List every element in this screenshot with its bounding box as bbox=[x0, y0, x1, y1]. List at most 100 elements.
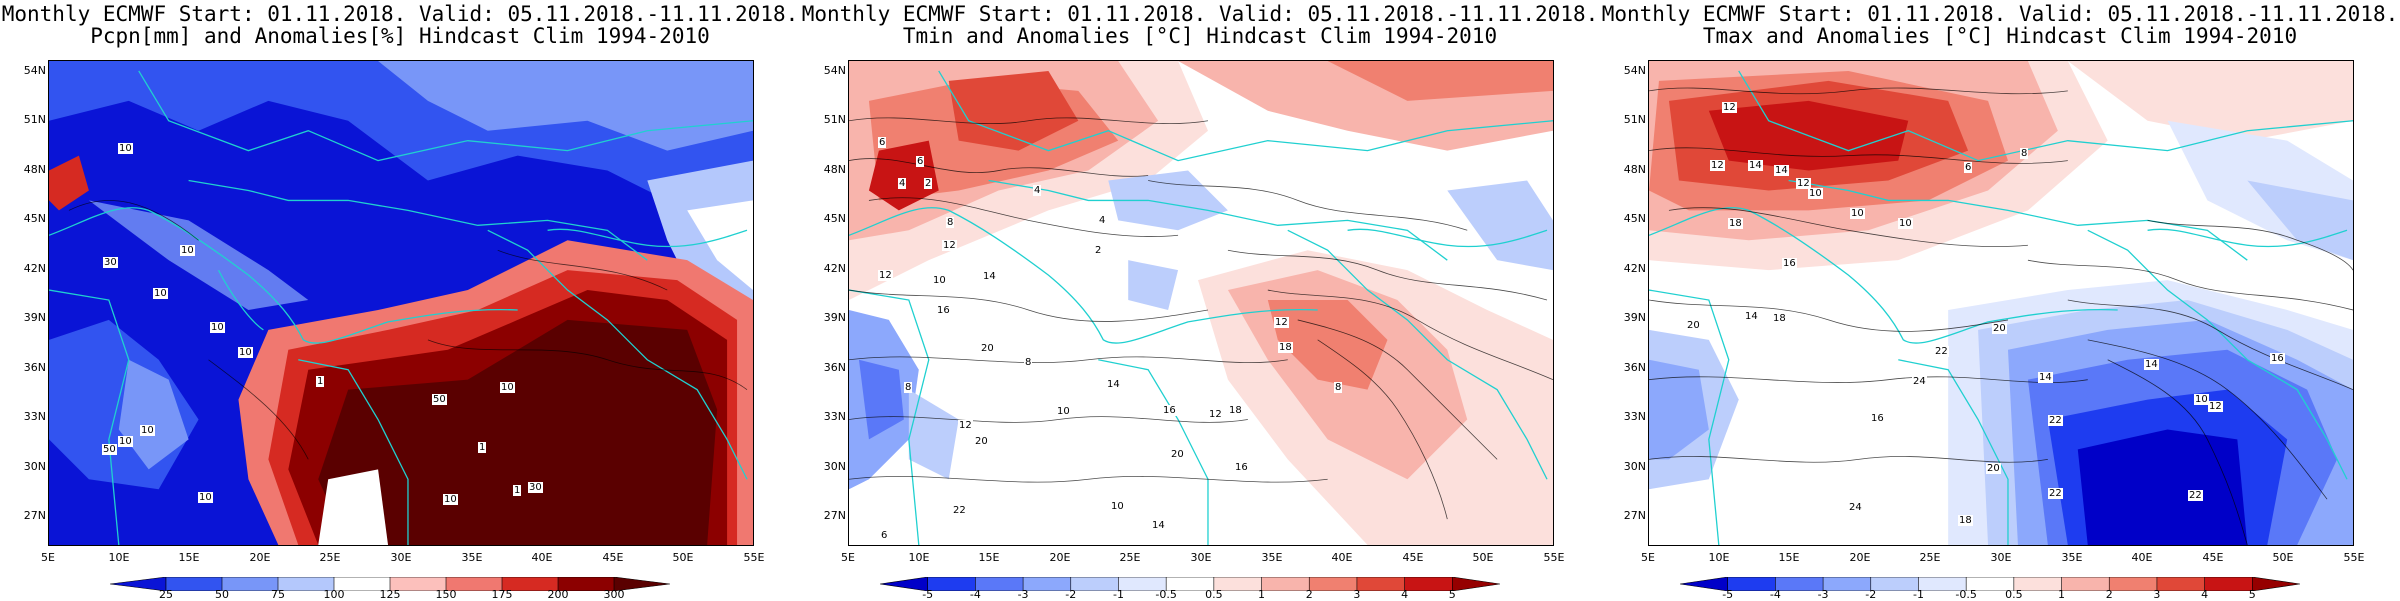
contour-label: 10 bbox=[2194, 394, 2209, 405]
lat-label: 48N bbox=[1623, 163, 1646, 176]
colorbar-arrow-high bbox=[1452, 576, 1501, 592]
colorbar-tick-label: -3 bbox=[1017, 588, 1029, 601]
panel-title-line1: Monthly ECMWF Start: 01.11.2018. Valid: … bbox=[1601, 2, 2399, 26]
contour-label: 14 bbox=[2144, 359, 2159, 370]
lon-label: 30E bbox=[1190, 551, 1212, 564]
colorbar-tick-label: 1 bbox=[1258, 588, 1266, 601]
lon-label: 50E bbox=[2272, 551, 2294, 564]
contour-label: 22 bbox=[2048, 415, 2063, 426]
colorbar-tick-label: 50 bbox=[215, 588, 229, 601]
lon-label: 40E bbox=[2131, 551, 2153, 564]
tmax-anomaly-map bbox=[1648, 60, 2354, 546]
contour-label: 10 bbox=[1898, 218, 1913, 229]
contour-label: 20 bbox=[1992, 323, 2007, 334]
lon-label: 50E bbox=[1472, 551, 1494, 564]
tmax-colorbar bbox=[1679, 576, 2301, 592]
colorbar-tick-label: 3 bbox=[2153, 588, 2161, 601]
lon-label: 35E bbox=[461, 551, 483, 564]
contour-label: 10 bbox=[1110, 501, 1125, 512]
lon-label: 45E bbox=[2202, 551, 2224, 564]
contour-label: 10 bbox=[153, 288, 168, 299]
contour-label: 4 bbox=[1033, 185, 1042, 196]
lat-label: 42N bbox=[823, 262, 846, 275]
lon-label: 55E bbox=[743, 551, 765, 564]
lat-label: 30N bbox=[23, 460, 46, 473]
contour-label: 22 bbox=[2188, 490, 2203, 501]
contour-label: 12 bbox=[958, 420, 973, 431]
colorbar-tick-label: 200 bbox=[547, 588, 569, 601]
colorbar-tick-label: 150 bbox=[435, 588, 457, 601]
contour-label: 12 bbox=[1722, 102, 1737, 113]
contour-label: 10 bbox=[180, 245, 195, 256]
lon-label: 45E bbox=[1402, 551, 1424, 564]
contour-label: 14 bbox=[1151, 520, 1166, 531]
lat-label: 33N bbox=[1623, 410, 1646, 423]
lon-label: 30E bbox=[390, 551, 412, 564]
lat-label: 48N bbox=[823, 163, 846, 176]
colorbar-arrow-high bbox=[2252, 576, 2301, 592]
lon-label: 25E bbox=[1919, 551, 1941, 564]
precip-anomaly-map bbox=[48, 60, 754, 546]
lon-label: 35E bbox=[2061, 551, 2083, 564]
lat-label: 39N bbox=[823, 311, 846, 324]
lat-label: 30N bbox=[823, 460, 846, 473]
colorbar-tick-label: -4 bbox=[969, 588, 981, 601]
contour-label: 30 bbox=[103, 257, 118, 268]
panel-title-line2: Tmax and Anomalies [°C] Hindcast Clim 19… bbox=[1702, 24, 2298, 48]
lon-label: 20E bbox=[1049, 551, 1071, 564]
contour-label: 30 bbox=[528, 482, 543, 493]
contour-label: 18 bbox=[1728, 218, 1743, 229]
lat-label: 54N bbox=[23, 64, 46, 77]
lat-label: 33N bbox=[823, 410, 846, 423]
contour-label: 12 bbox=[1208, 409, 1223, 420]
colorbar-tick-label: -5 bbox=[1722, 588, 1734, 601]
contour-label: 8 bbox=[946, 217, 955, 228]
contour-label: 18 bbox=[1278, 342, 1293, 353]
contour-label: 4 bbox=[1098, 215, 1107, 226]
lat-label: 39N bbox=[23, 311, 46, 324]
colorbar-tick-label: -2 bbox=[1065, 588, 1077, 601]
contour-label: 24 bbox=[1912, 376, 1927, 387]
lat-label: 36N bbox=[23, 361, 46, 374]
contour-label: 22 bbox=[2048, 488, 2063, 499]
colorbar-arrow-high bbox=[613, 576, 671, 592]
lat-label: 51N bbox=[23, 113, 46, 126]
lon-label: 50E bbox=[672, 551, 694, 564]
colorbar-tick-label: 175 bbox=[491, 588, 513, 601]
contour-label: 20 bbox=[1170, 449, 1185, 460]
lon-label: 5E bbox=[1641, 551, 1655, 564]
lat-label: 45N bbox=[1623, 212, 1646, 225]
panel-title-line1: Monthly ECMWF Start: 01.11.2018. Valid: … bbox=[1, 2, 799, 26]
lat-label: 51N bbox=[823, 113, 846, 126]
lat-label: 36N bbox=[823, 361, 846, 374]
contour-label: 6 bbox=[880, 530, 889, 541]
contour-label: 1 bbox=[316, 376, 325, 387]
colorbar-tick-label: 5 bbox=[1448, 588, 1456, 601]
colorbar-tick-label: 0.5 bbox=[2005, 588, 2023, 601]
contour-label: 10 bbox=[118, 143, 133, 154]
colorbar-tick-label: -5 bbox=[922, 588, 934, 601]
contour-label: 50 bbox=[432, 394, 447, 405]
lon-label: 10E bbox=[908, 551, 930, 564]
lon-label: 10E bbox=[108, 551, 130, 564]
contour-label: 16 bbox=[1162, 405, 1177, 416]
colorbar-tick-label: 75 bbox=[271, 588, 285, 601]
contour-label: 6 bbox=[1964, 162, 1973, 173]
contour-label: 10 bbox=[118, 436, 133, 447]
panel-title-line2: Tmin and Anomalies [°C] Hindcast Clim 19… bbox=[902, 24, 1498, 48]
lat-label: 54N bbox=[823, 64, 846, 77]
contour-label: 20 bbox=[980, 343, 995, 354]
colorbar-tick-label: -2 bbox=[1865, 588, 1877, 601]
contour-label: 18 bbox=[1228, 405, 1243, 416]
contour-label: 14 bbox=[1744, 311, 1759, 322]
tmax-panel: Monthly ECMWF Start: 01.11.2018. Valid: … bbox=[1600, 0, 2400, 601]
lat-label: 45N bbox=[23, 212, 46, 225]
contour-label: 6 bbox=[916, 156, 925, 167]
colorbar-tick-label: 100 bbox=[323, 588, 345, 601]
colorbar-tick-label: 2 bbox=[1305, 588, 1313, 601]
contour-label: 12 bbox=[2208, 401, 2223, 412]
tmin-panel: Monthly ECMWF Start: 01.11.2018. Valid: … bbox=[800, 0, 1600, 601]
lon-label: 25E bbox=[1119, 551, 1141, 564]
contour-label: 16 bbox=[1870, 413, 1885, 424]
contour-label: 20 bbox=[1986, 463, 2001, 474]
